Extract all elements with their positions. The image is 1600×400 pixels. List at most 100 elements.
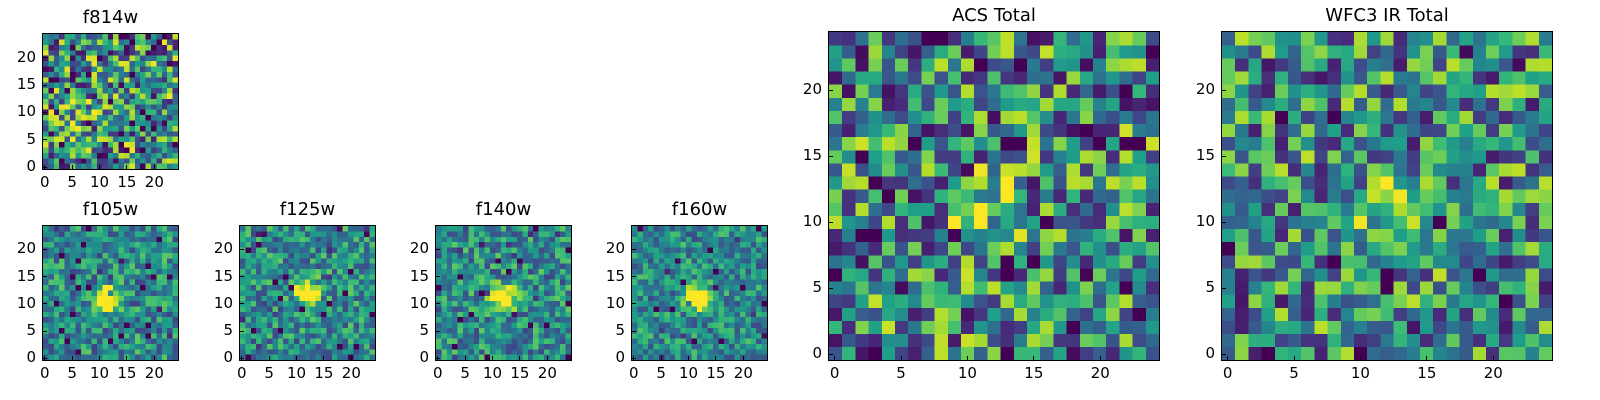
heatmap-cell [868, 136, 883, 151]
heatmap-cell [1053, 189, 1067, 203]
heatmap-cell [517, 295, 523, 302]
heatmap-cell [124, 82, 130, 89]
heatmap-cell [740, 322, 746, 328]
heatmap-cell [97, 104, 103, 110]
heatmap-cell [842, 346, 856, 360]
heatmap-cell [342, 327, 349, 334]
heatmap-cell [1459, 255, 1474, 269]
heatmap-cell [648, 279, 654, 286]
heatmap-cell [718, 231, 724, 237]
heatmap-cell [1499, 58, 1513, 72]
heatmap-cell [172, 295, 178, 302]
heatmap-cell [1040, 84, 1054, 98]
heatmap-cell [161, 263, 168, 269]
heatmap-cell [1248, 320, 1262, 335]
heatmap-cell [1132, 189, 1147, 203]
heatmap-cell [86, 50, 92, 56]
heatmap-cell [463, 258, 469, 264]
heatmap-cell [43, 142, 49, 148]
heatmap-cell [156, 258, 162, 264]
heatmap-cell [91, 263, 98, 269]
heatmap-cell [1288, 307, 1302, 321]
heatmap-cell [48, 125, 54, 132]
heatmap-cell [495, 279, 501, 286]
heatmap-cell [723, 311, 730, 318]
heatmap-cell [1000, 163, 1015, 177]
heatmap-cell [1013, 281, 1028, 295]
heatmap-cell [145, 290, 152, 296]
heatmap-cell [664, 284, 670, 291]
heatmap-cell [326, 226, 332, 232]
heatmap-cell [43, 152, 49, 159]
heatmap-cell [113, 306, 119, 312]
heatmap-cell [1106, 333, 1120, 348]
heatmap-cell [500, 268, 507, 275]
heatmap-cell [691, 226, 697, 232]
heatmap-cell [1472, 163, 1487, 177]
heatmap-cell [118, 301, 125, 307]
heatmap-cell [1000, 268, 1015, 282]
heatmap-cell [172, 327, 178, 334]
heatmap-cell [1340, 215, 1355, 230]
heatmap-cell [97, 295, 103, 302]
heatmap-cell [446, 258, 453, 264]
heatmap-cell [653, 306, 660, 312]
heatmap-cell [358, 279, 365, 286]
heatmap-cell [527, 258, 534, 264]
heatmap-cell [1013, 97, 1028, 111]
heatmap-cell [337, 274, 343, 280]
heatmap-cell [750, 327, 757, 334]
heatmap-cell [240, 306, 246, 312]
heatmap-cell [151, 317, 157, 323]
heatmap-cell [299, 317, 305, 323]
heatmap-cell [1512, 346, 1526, 360]
heatmap-cell [43, 295, 49, 302]
heatmap-cell [734, 354, 741, 360]
heatmap-cell [64, 61, 71, 67]
heatmap-cell [113, 268, 119, 275]
heatmap-cell [107, 231, 114, 237]
heatmap-cell [446, 349, 453, 355]
heatmap-cell [102, 274, 108, 280]
heatmap-cell [59, 152, 65, 159]
heatmap-cell [702, 226, 708, 232]
heatmap-cell [560, 317, 566, 323]
heatmap-cell [118, 236, 125, 243]
heatmap-cell [245, 295, 251, 302]
heatmap-cell [1393, 241, 1408, 256]
heatmap-cell [495, 301, 501, 307]
heatmap-cell [151, 77, 157, 83]
heatmap-cell [1027, 123, 1041, 138]
y-tick [239, 330, 244, 332]
heatmap-cell [441, 306, 447, 312]
heatmap-cell [107, 61, 114, 67]
heatmap-cell [1538, 268, 1552, 282]
heatmap-cell [321, 279, 327, 286]
heatmap-cell [1301, 45, 1315, 59]
heatmap-cell [659, 279, 665, 286]
heatmap-cell [151, 61, 157, 67]
y-tick-label: 10 [605, 293, 625, 312]
heatmap-cell [1145, 228, 1159, 243]
heatmap-cell [538, 263, 545, 269]
heatmap-cell [740, 349, 746, 355]
heatmap-cell [124, 290, 130, 296]
heatmap-cell [740, 333, 746, 339]
heatmap-cell [124, 247, 130, 253]
heatmap-cell [145, 301, 152, 307]
heatmap-cell [881, 150, 896, 164]
heatmap-cell [829, 281, 843, 295]
heatmap-cell [560, 279, 566, 286]
heatmap-cell [75, 120, 81, 126]
heatmap-cell [457, 295, 464, 302]
heatmap-cell [167, 343, 173, 350]
heatmap-cell [1538, 255, 1552, 269]
heatmap-cell [675, 343, 681, 350]
heatmap-cell [348, 322, 354, 328]
heatmap-cell [310, 242, 316, 248]
heatmap-cell [490, 338, 496, 345]
heatmap-cell [691, 338, 697, 345]
heatmap-cell [707, 338, 714, 345]
heatmap-cell [745, 322, 751, 328]
heatmap-cell [1132, 32, 1147, 46]
